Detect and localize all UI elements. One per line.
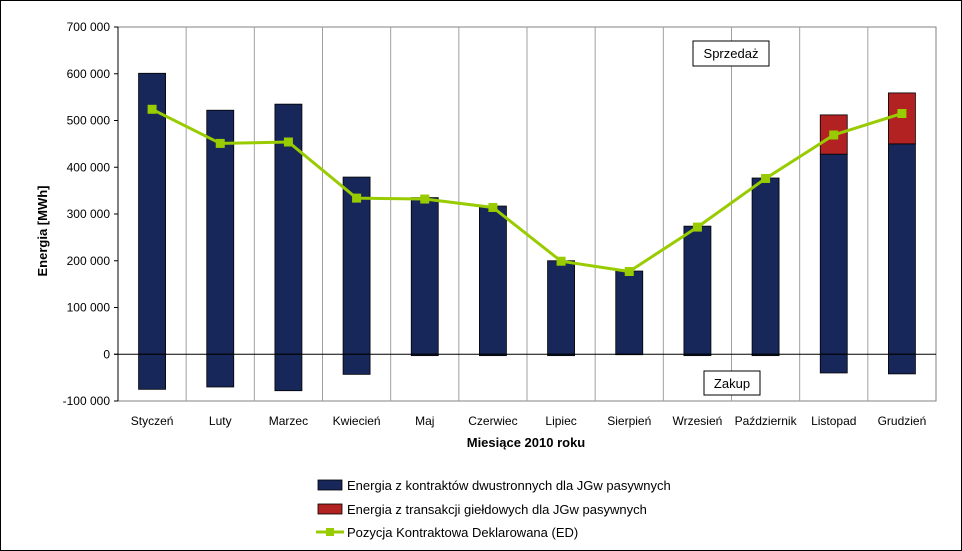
sale-annotation: Sprzedaż [692,40,770,67]
position-marker [761,173,771,183]
x-tick-label: Marzec [269,414,308,428]
position-marker [624,267,634,277]
y-tick-label: 100 000 [67,301,111,315]
position-line-series [147,104,907,277]
position-line [151,107,903,274]
bar-bilateral-sale [615,270,644,355]
y-axis-title: Energia [MWh] [35,186,50,277]
y-tick-label: 200 000 [67,254,111,268]
x-axis-title: Miesiące 2010 roku [467,435,586,450]
purchase-annotation: Zakup [703,370,761,396]
y-tick-label: 400 000 [67,160,111,174]
position-marker [897,108,907,118]
bar-bilateral-sale [206,109,235,355]
legend-swatch-exchange [317,503,343,515]
position-marker [283,137,293,147]
bar-bilateral-purchase [819,353,848,374]
x-tick-label: Grudzień [878,414,927,428]
legend-label-bilateral: Energia z kontraktów dwustronnych dla JG… [347,478,671,493]
position-marker [352,193,362,203]
position-marker [692,222,702,232]
x-tick-label: Maj [415,414,434,428]
y-tick-label: 0 [103,347,110,361]
bar-bilateral-purchase [274,353,303,392]
y-tick-label: 500 000 [67,114,111,128]
bar-bilateral-purchase [888,353,916,375]
bar-bilateral-sale [479,205,507,355]
position-marker [829,130,839,140]
legend-item-exchange: Energia z transakcji giełdowych dla JGw … [317,502,647,517]
bar-bilateral-sale [342,176,371,355]
legend: Energia z kontraktów dwustronnych dla JG… [316,478,671,540]
y-tick-label: 600 000 [67,67,111,81]
position-marker [556,256,566,266]
bar-exchange-sale [888,92,916,145]
y-tick-label: -100 000 [63,394,111,408]
bar-bilateral-purchase [138,353,166,390]
bar-bilateral-sale [547,260,575,355]
x-tick-label: Październik [735,414,798,428]
legend-label-exchange: Energia z transakcji giełdowych dla JGw … [347,502,647,517]
position-marker [488,202,498,212]
y-tick-label: 300 000 [67,207,111,221]
bar-bilateral-sale [410,197,439,355]
x-tick-label: Listopad [811,414,856,428]
x-tick-label: Luty [209,414,232,428]
x-tick-label: Wrzesień [673,414,723,428]
bar-bilateral-sale [819,153,848,355]
bar-bilateral-sale [138,72,166,355]
x-tick-label: Sierpień [607,414,651,428]
position-marker [147,104,157,114]
y-tick-label: 700 000 [67,20,111,34]
x-tick-label: Lipiec [545,414,576,428]
sale-annotation-label: Sprzedaż [704,46,759,61]
bars [138,72,916,392]
bar-bilateral-purchase [342,353,371,375]
x-tick-label: Styczeń [131,414,174,428]
bar-bilateral-purchase [206,353,235,388]
bar-bilateral-sale [751,177,780,355]
legend-label-position: Pozycja Kontraktowa Deklarowana (ED) [347,525,578,540]
x-tick-label: Czerwiec [468,414,517,428]
position-marker [215,138,225,148]
gridlines [117,26,937,402]
legend-marker-position [326,528,334,536]
axes: -100 000 0 100 000 200 000 300 000 400 000 500… [63,20,936,428]
bar-bilateral-sale [888,143,916,355]
legend-item-bilateral: Energia z kontraktów dwustronnych dla JG… [317,478,671,493]
position-marker [420,194,430,204]
legend-swatch-bilateral [317,479,343,491]
purchase-annotation-label: Zakup [714,376,750,391]
legend-item-position: Pozycja Kontraktowa Deklarowana (ED) [316,525,578,540]
bar-bilateral-sale [683,225,712,355]
x-tick-label: Kwiecień [333,414,381,428]
